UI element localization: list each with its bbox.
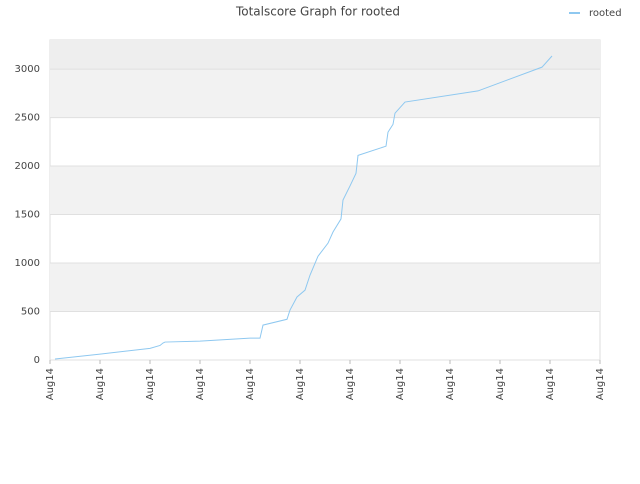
y-tick-label: 2500	[15, 113, 40, 124]
y-tick-label: 500	[21, 307, 40, 318]
y-tick-label: 0	[34, 355, 40, 366]
y-tick-label: 1000	[15, 258, 40, 269]
x-tick-label: Aug14	[345, 368, 356, 400]
x-tick-label: Aug14	[245, 368, 256, 400]
grid-band	[50, 40, 600, 70]
x-tick-label: Aug14	[45, 368, 56, 400]
grid-band	[50, 166, 600, 215]
y-tick-label: 2000	[15, 161, 40, 172]
x-tick-label: Aug14	[445, 368, 456, 400]
series-line	[54, 55, 553, 360]
x-tick-label: Aug14	[595, 368, 606, 400]
x-tick-label: Aug14	[95, 368, 106, 400]
x-tick-label: Aug14	[145, 368, 156, 400]
grid-band	[50, 263, 600, 312]
grid-band	[50, 69, 600, 118]
x-tick-label: Aug14	[195, 368, 206, 400]
y-tick-label: 3000	[15, 64, 40, 75]
x-tick-label: Aug14	[295, 368, 306, 400]
chart-title: Totalscore Graph for rooted	[235, 5, 400, 19]
x-tick-label: Aug14	[495, 368, 506, 400]
y-tick-label: 1500	[15, 210, 40, 221]
x-tick-label: Aug14	[395, 368, 406, 400]
legend-label: rooted	[589, 8, 622, 19]
x-tick-label: Aug14	[545, 368, 556, 400]
